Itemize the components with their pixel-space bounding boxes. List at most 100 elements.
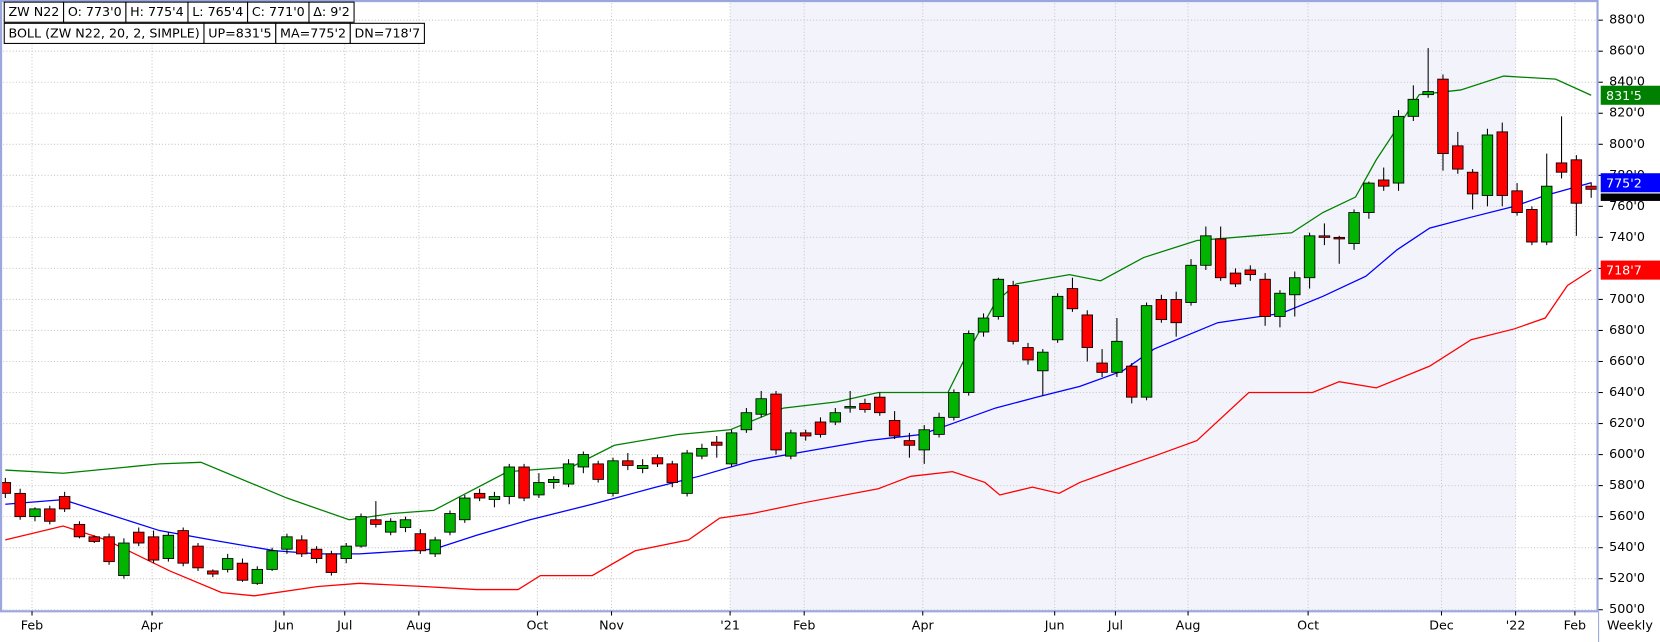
- candle-body: [429, 539, 441, 555]
- candle-body: [266, 550, 278, 570]
- y-tick-label: 580'0: [1609, 477, 1645, 492]
- candle-body: [1126, 365, 1138, 398]
- candle-body: [370, 519, 382, 525]
- band-line: [5, 75, 1592, 521]
- info-text: O: 773'0: [68, 4, 122, 19]
- y-tick-label: 760'0: [1609, 198, 1645, 213]
- candle-body: [1007, 285, 1019, 342]
- candle-body: [1348, 212, 1360, 245]
- candle-body: [696, 447, 708, 457]
- candle-body: [622, 460, 634, 466]
- candle-body: [1081, 314, 1093, 348]
- candle-body: [1200, 235, 1212, 266]
- candle-body: [740, 412, 753, 431]
- candle-body: [1466, 171, 1479, 195]
- candle-body: [977, 317, 990, 333]
- candle-body: [785, 432, 797, 457]
- x-tick-label: Apr: [912, 618, 935, 633]
- candle-body: [118, 542, 130, 577]
- candle-body: [1555, 162, 1568, 173]
- x-tick-label: Apr: [141, 618, 164, 633]
- candle-body: [1111, 340, 1123, 373]
- candle-body: [236, 562, 249, 581]
- candle-body: [1022, 347, 1034, 361]
- candle-body: [1437, 78, 1449, 155]
- y-tick-label: 800'0: [1609, 136, 1645, 151]
- candle-body: [1496, 131, 1508, 196]
- candle-body: [770, 393, 782, 451]
- candle-body: [1214, 238, 1227, 279]
- candle-body: [1481, 134, 1494, 196]
- plot-border: [0, 0, 1599, 613]
- price-tag: [1600, 85, 1660, 105]
- info-text: BOLL (ZW N22, 20, 2, SIMPLE): [8, 25, 199, 40]
- candle-body: [1244, 269, 1257, 276]
- price-tag-label: 718'7: [1606, 263, 1642, 278]
- candle-body: [592, 463, 604, 480]
- x-tick-label: Aug: [406, 618, 431, 633]
- y-tick-label: 640'0: [1609, 384, 1645, 399]
- right-axis-area: [1598, 0, 1660, 642]
- y-tick-label: 700'0: [1609, 291, 1645, 306]
- candle-body: [133, 531, 145, 544]
- x-tick-label: '21: [720, 618, 740, 633]
- x-tick-label: Jul: [1107, 618, 1123, 633]
- price-tag-label: 775'2: [1606, 175, 1642, 190]
- candle-body: [147, 536, 160, 561]
- candle-body: [296, 539, 308, 555]
- bottom-axis-area: [0, 611, 1660, 642]
- band-line: [5, 269, 1592, 597]
- info-text: L: 765'4: [192, 4, 243, 19]
- candle-body: [1037, 351, 1049, 372]
- y-tick-label: 740'0: [1609, 229, 1645, 244]
- candle-body: [192, 545, 204, 569]
- candle-body: [1289, 277, 1301, 296]
- x-tick-label: Jun: [1044, 618, 1065, 633]
- candle-body: [1511, 190, 1523, 213]
- info-box: [308, 1, 355, 23]
- candle-body: [681, 452, 693, 494]
- y-tick-label: 680'0: [1609, 322, 1645, 337]
- candle-body: [414, 533, 427, 552]
- candle-body: [29, 508, 41, 518]
- candle-body: [44, 508, 56, 522]
- timeframe-label: Weekly: [1607, 618, 1653, 633]
- candle-body: [829, 412, 842, 423]
- candle-body: [399, 519, 412, 528]
- candle-body: [310, 548, 323, 559]
- candle-body: [1318, 235, 1331, 238]
- candle-body: [1170, 299, 1182, 324]
- candle-body: [384, 520, 397, 533]
- candle-body: [1051, 295, 1064, 341]
- y-tick-label: 520'0: [1609, 570, 1645, 585]
- candle-body: [518, 466, 530, 499]
- candle-body: [844, 406, 856, 409]
- candle-body: [1066, 288, 1079, 310]
- candle-body: [666, 463, 678, 483]
- candle-body: [221, 558, 234, 570]
- candle-body: [903, 440, 916, 446]
- candle-body: [103, 536, 115, 563]
- price-tag: [1600, 260, 1660, 280]
- candle-body: [207, 570, 219, 575]
- candle-body: [162, 534, 175, 559]
- x-tick-label: Jul: [336, 618, 352, 633]
- candle-body: [444, 513, 456, 533]
- y-tick-label: 500'0: [1609, 601, 1645, 616]
- candle-body: [1570, 159, 1583, 204]
- candle-body: [1422, 91, 1434, 96]
- info-text: C: 771'0: [252, 4, 305, 19]
- candle-body: [948, 392, 960, 418]
- x-tick-label: Jun: [273, 618, 294, 633]
- candle-body: [340, 545, 352, 559]
- y-tick-label: 620'0: [1609, 415, 1645, 430]
- candle-body: [1229, 272, 1242, 285]
- candle-body: [14, 492, 26, 518]
- candle-body: [1377, 179, 1390, 187]
- price-tag-label: 831'5: [1606, 88, 1642, 103]
- x-tick-label: Dec: [1429, 618, 1454, 633]
- candle-body: [533, 482, 545, 496]
- candle-body: [325, 553, 338, 573]
- candle-body: [1096, 362, 1108, 373]
